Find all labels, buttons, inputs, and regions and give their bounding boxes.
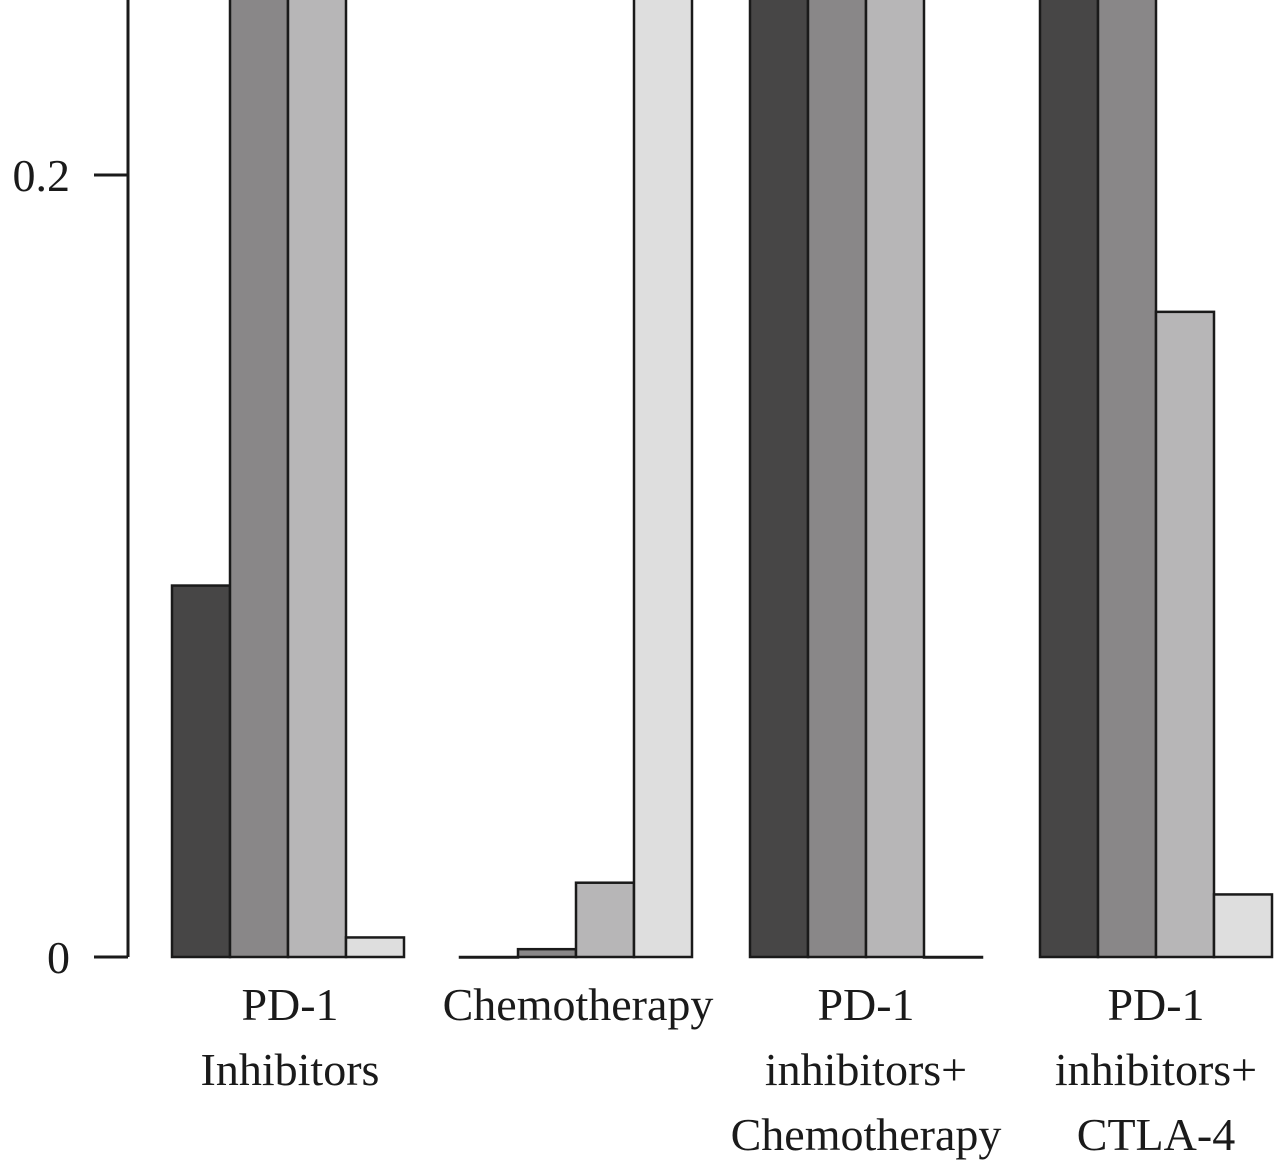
category-label: PD-1 Inhibitors	[201, 979, 380, 1095]
bar	[922, 955, 984, 959]
category-label: PD-1 inhibitors+ CTLA-4	[1055, 979, 1257, 1160]
bar-group	[748, 0, 984, 959]
bar-group	[170, 0, 406, 959]
category-label: Chemotherapy	[443, 979, 714, 1030]
bar-group	[1038, 0, 1274, 959]
y-tick-label: 0	[47, 932, 70, 983]
bar	[748, 0, 810, 959]
category-label: PD-1 inhibitors+ Chemotherapy	[731, 979, 1002, 1160]
y-tick-label: 0.2	[13, 150, 71, 201]
bar	[170, 584, 232, 959]
bar	[344, 936, 406, 959]
bar	[228, 0, 290, 959]
bars	[170, 0, 1274, 959]
bar	[632, 0, 694, 959]
bar-group	[458, 0, 694, 959]
bar	[1212, 893, 1274, 959]
bar	[286, 0, 348, 959]
y-axis: 00.20.40.60.8	[13, 0, 130, 983]
bar	[1038, 0, 1100, 959]
bar	[1154, 310, 1216, 959]
bar	[806, 0, 868, 959]
bar	[516, 947, 578, 959]
bar	[864, 0, 926, 959]
bar	[574, 881, 636, 959]
bar	[1096, 0, 1158, 959]
bar	[458, 955, 520, 959]
category-labels: PD-1 Inhibitors Chemotherapy PD-1 inhibitors…	[201, 979, 1258, 1160]
